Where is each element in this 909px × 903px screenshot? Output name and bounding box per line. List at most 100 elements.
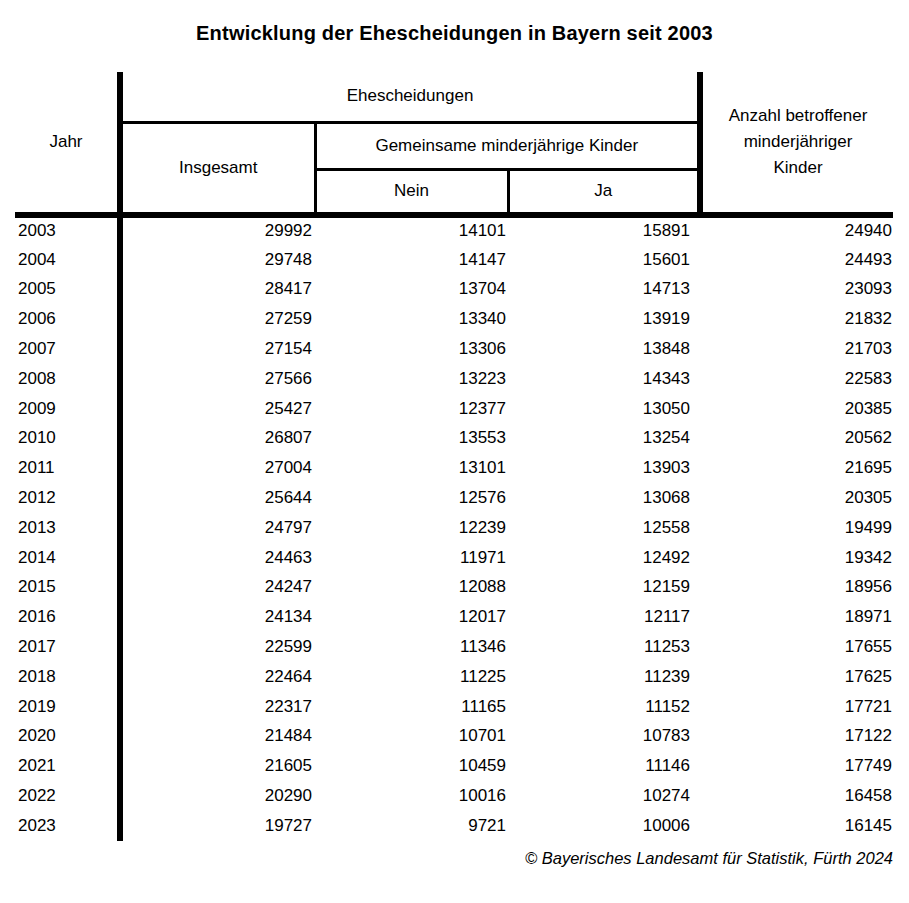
ja-cell: 11253 [508,632,700,662]
insgesamt-cell: 24463 [120,543,315,573]
nein-cell: 13101 [315,453,508,483]
table-row: 2015 24247 12088 12159 18956 [15,573,893,603]
insgesamt-cell: 25427 [120,394,315,424]
insgesamt-cell: 22317 [120,692,315,722]
nein-cell: 10016 [315,781,508,811]
year-cell: 2008 [15,364,120,394]
insgesamt-cell: 22464 [120,662,315,692]
nein-cell: 12377 [315,394,508,424]
statistics-page: Entwicklung der Ehescheidungen in Bayern… [0,0,909,903]
year-cell: 2003 [15,215,120,245]
table-row: 2006 27259 13340 13919 21832 [15,304,893,334]
ja-cell: 13903 [508,453,700,483]
table-row: 2019 22317 11165 11152 17721 [15,692,893,722]
ja-cell: 12558 [508,513,700,543]
kinder-cell: 23093 [700,275,893,305]
nein-cell: 13704 [315,275,508,305]
ja-cell: 13919 [508,304,700,334]
header-ja: Ja [508,169,700,215]
insgesamt-cell: 27004 [120,453,315,483]
nein-cell: 13340 [315,304,508,334]
kinder-cell: 21703 [700,334,893,364]
nein-cell: 11346 [315,632,508,662]
kinder-cell: 20305 [700,483,893,513]
year-cell: 2023 [15,811,120,841]
year-cell: 2011 [15,453,120,483]
insgesamt-cell: 24797 [120,513,315,543]
insgesamt-cell: 29748 [120,245,315,275]
kinder-cell: 17625 [700,662,893,692]
nein-cell: 12088 [315,573,508,603]
table-row: 2003 29992 14101 15891 24940 [15,215,893,245]
kinder-cell: 17749 [700,751,893,781]
ja-cell: 13848 [508,334,700,364]
nein-cell: 10701 [315,722,508,752]
insgesamt-cell: 24247 [120,573,315,603]
kinder-cell: 16145 [700,811,893,841]
table-row: 2021 21605 10459 11146 17749 [15,751,893,781]
year-cell: 2010 [15,424,120,454]
year-cell: 2022 [15,781,120,811]
year-cell: 2020 [15,722,120,752]
table-row: 2014 24463 11971 12492 19342 [15,543,893,573]
nein-cell: 10459 [315,751,508,781]
table-body: 2003 29992 14101 15891 24940 2004 29748 … [15,215,893,841]
nein-cell: 11225 [315,662,508,692]
year-cell: 2016 [15,602,120,632]
table-row: 2009 25427 12377 13050 20385 [15,394,893,424]
year-cell: 2014 [15,543,120,573]
nein-cell: 13553 [315,424,508,454]
table-row: 2022 20290 10016 10274 16458 [15,781,893,811]
insgesamt-cell: 29992 [120,215,315,245]
header-anzahl-kinder: Anzahl betroffener minderjähriger Kinder [700,72,893,215]
ja-cell: 11152 [508,692,700,722]
kinder-cell: 21695 [700,453,893,483]
year-cell: 2012 [15,483,120,513]
ja-cell: 12117 [508,602,700,632]
kinder-cell: 17655 [700,632,893,662]
year-cell: 2005 [15,275,120,305]
kinder-cell: 18956 [700,573,893,603]
ja-cell: 11239 [508,662,700,692]
table-row: 2020 21484 10701 10783 17122 [15,722,893,752]
kinder-cell: 18971 [700,602,893,632]
ja-cell: 13254 [508,424,700,454]
header-nein: Nein [315,169,508,215]
ja-cell: 12492 [508,543,700,573]
kinder-cell: 16458 [700,781,893,811]
table-row: 2016 24134 12017 12117 18971 [15,602,893,632]
ja-cell: 13050 [508,394,700,424]
insgesamt-cell: 25644 [120,483,315,513]
year-cell: 2006 [15,304,120,334]
nein-cell: 12017 [315,602,508,632]
nein-cell: 11971 [315,543,508,573]
kinder-cell: 21832 [700,304,893,334]
divorce-table: Jahr Ehescheidungen Anzahl betroffener m… [15,72,893,841]
table-row: 2004 29748 14147 15601 24493 [15,245,893,275]
kinder-cell: 20562 [700,424,893,454]
year-cell: 2018 [15,662,120,692]
nein-cell: 13223 [315,364,508,394]
table-row: 2018 22464 11225 11239 17625 [15,662,893,692]
kinder-cell: 22583 [700,364,893,394]
table-row: 2007 27154 13306 13848 21703 [15,334,893,364]
year-cell: 2013 [15,513,120,543]
table-row: 2023 19727 9721 10006 16145 [15,811,893,841]
insgesamt-cell: 27259 [120,304,315,334]
nein-cell: 9721 [315,811,508,841]
nein-cell: 13306 [315,334,508,364]
nein-cell: 14101 [315,215,508,245]
ja-cell: 15891 [508,215,700,245]
year-cell: 2009 [15,394,120,424]
ja-cell: 10274 [508,781,700,811]
insgesamt-cell: 26807 [120,424,315,454]
table-row: 2012 25644 12576 13068 20305 [15,483,893,513]
table-row: 2017 22599 11346 11253 17655 [15,632,893,662]
kinder-cell: 20385 [700,394,893,424]
nein-cell: 12576 [315,483,508,513]
kinder-cell: 17122 [700,722,893,752]
year-cell: 2004 [15,245,120,275]
nein-cell: 14147 [315,245,508,275]
insgesamt-cell: 27566 [120,364,315,394]
kinder-cell: 19342 [700,543,893,573]
